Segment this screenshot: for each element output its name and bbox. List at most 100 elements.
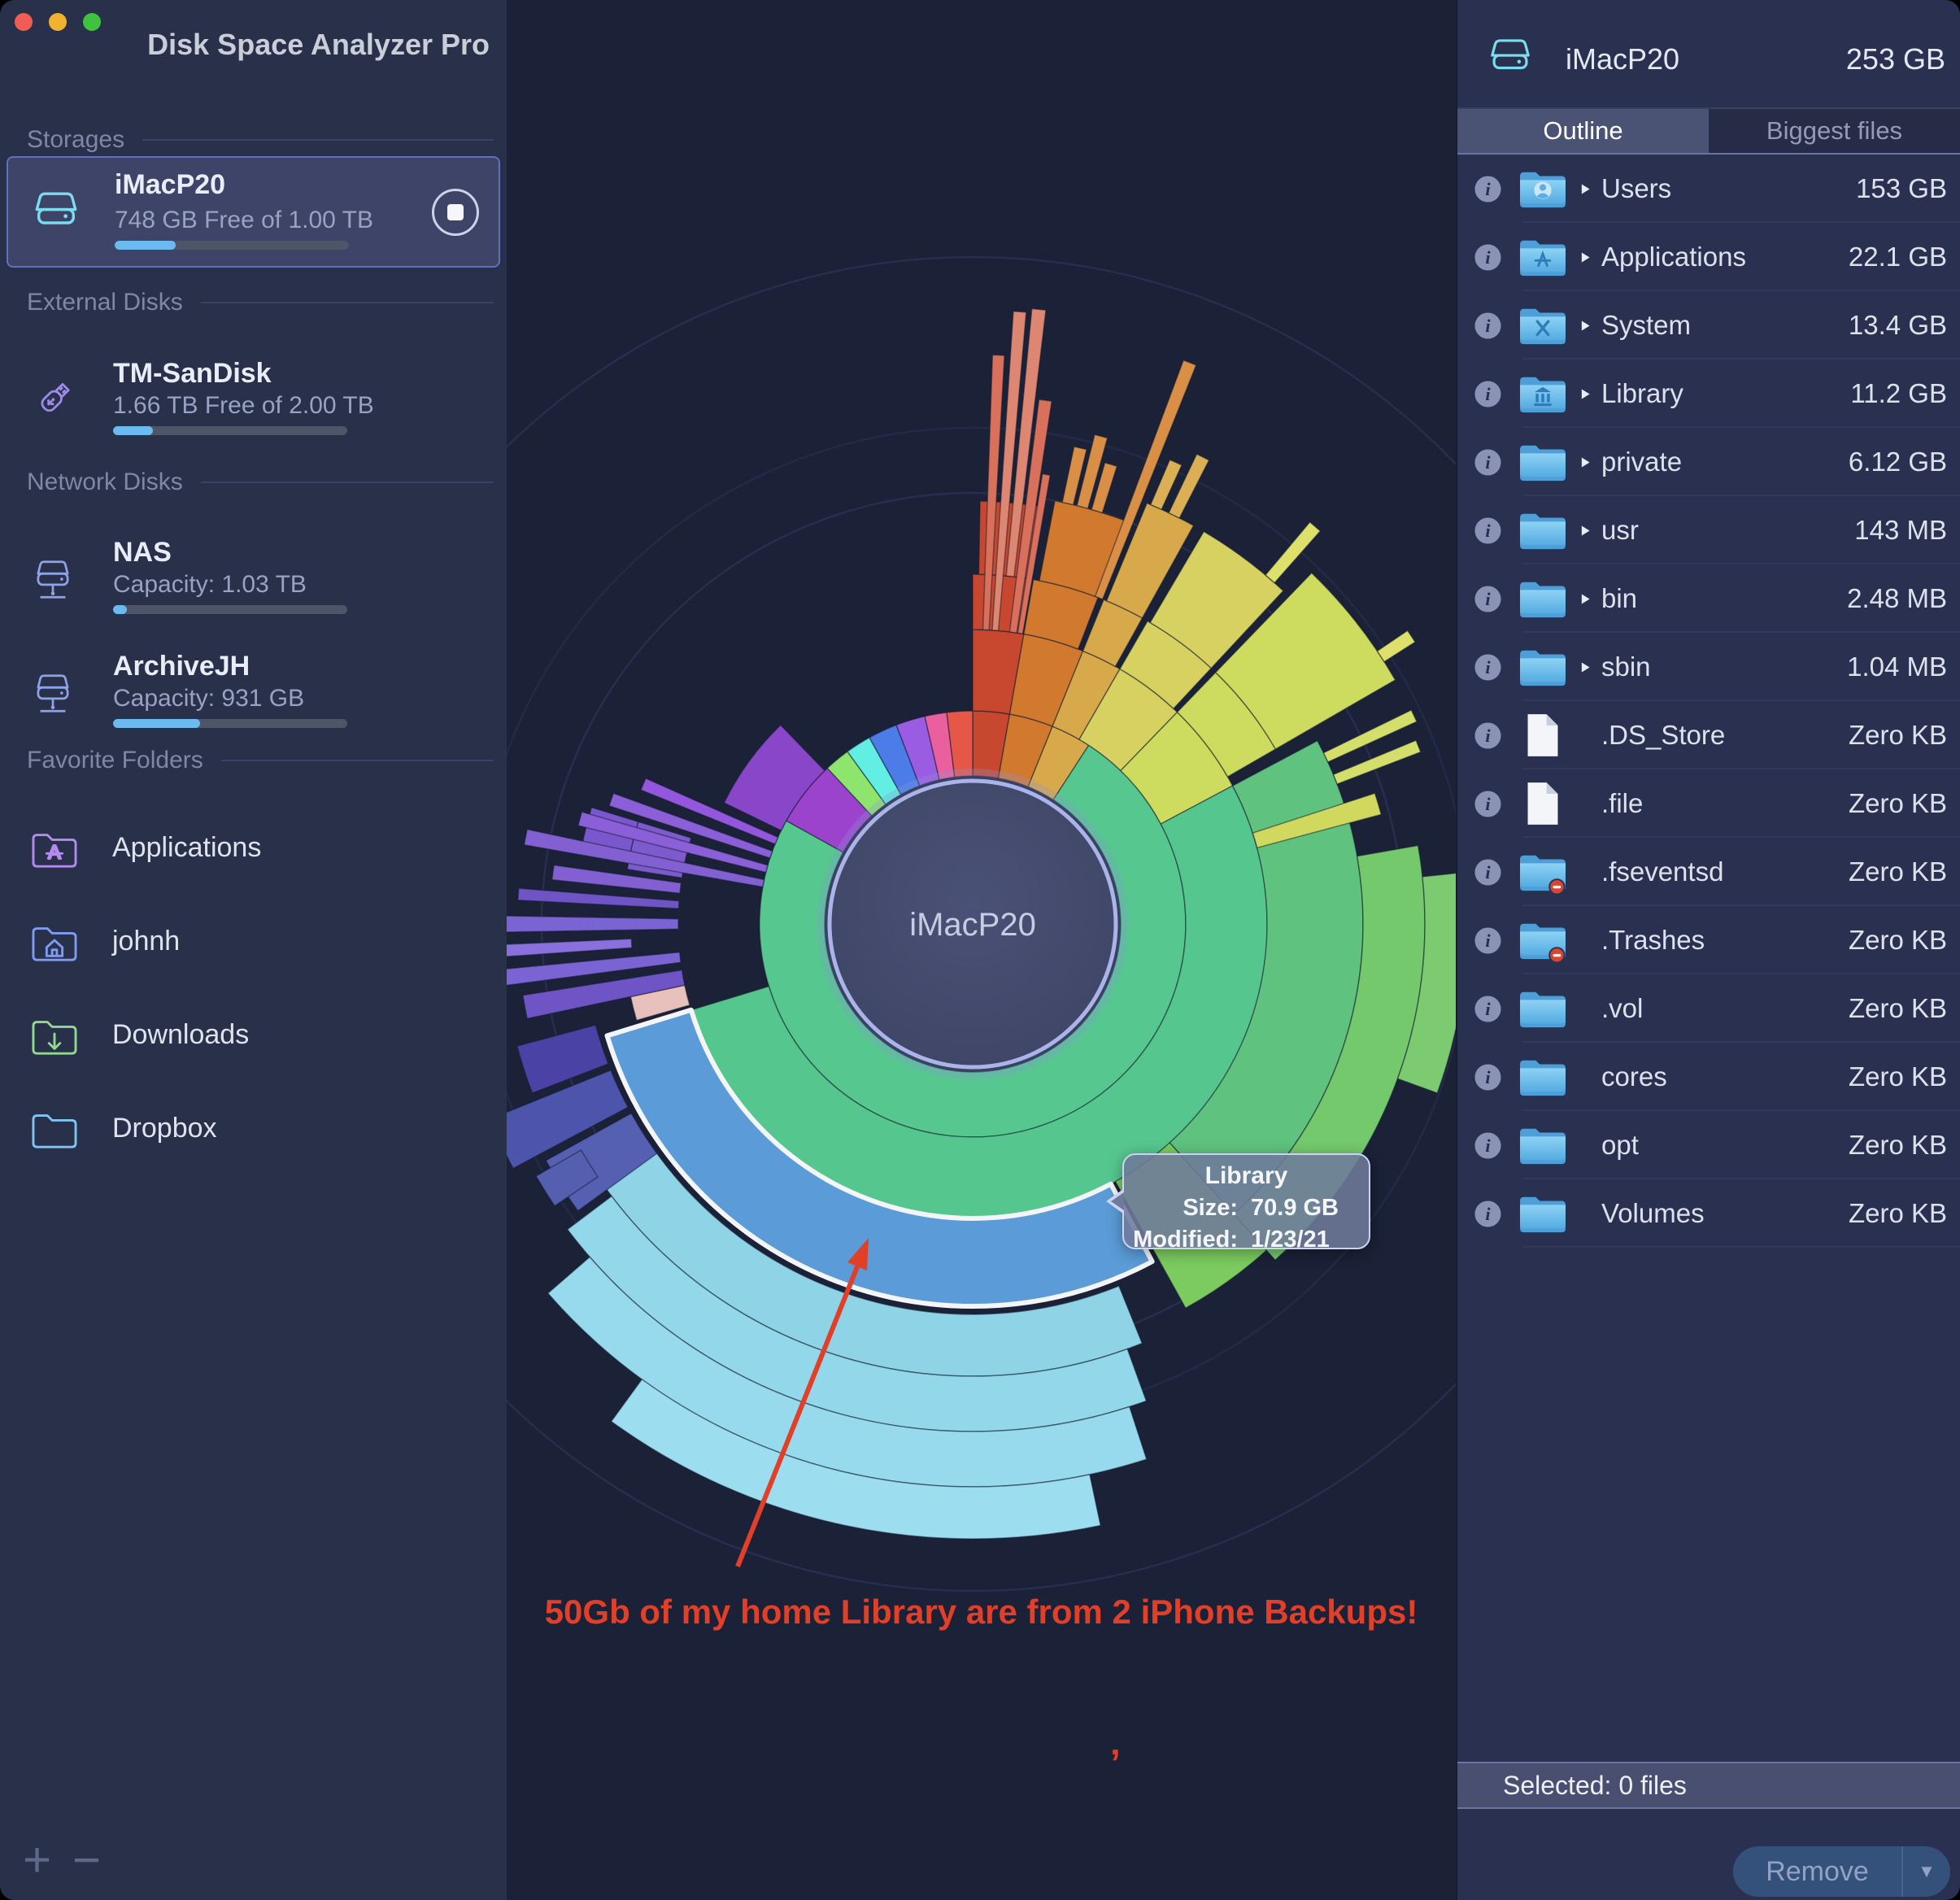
sunburst-segment[interactable]: [507, 938, 633, 964]
info-icon[interactable]: i: [1474, 995, 1502, 1023]
outline-row[interactable]: i System 13.4 GB: [1457, 291, 1960, 360]
disclosure-triangle-icon[interactable]: [1569, 320, 1601, 332]
outline-row[interactable]: i bin 2.48 MB: [1457, 564, 1960, 633]
sunburst-segment[interactable]: [1091, 461, 1118, 514]
sunburst-segment[interactable]: [523, 828, 765, 888]
info-icon[interactable]: i: [1474, 175, 1502, 203]
sunburst-segment[interactable]: [1017, 473, 1052, 635]
outline-row[interactable]: i Users 153 GB: [1457, 155, 1960, 223]
sunburst-segment[interactable]: [507, 951, 682, 992]
favorite-label: Downloads: [112, 1019, 250, 1050]
info-icon[interactable]: i: [1474, 1063, 1502, 1092]
favorite-item-dropbox[interactable]: Dropbox: [7, 1082, 500, 1175]
sunburst-segment[interactable]: [1149, 530, 1284, 669]
sunburst-segment[interactable]: [1214, 572, 1396, 751]
sunburst-segment[interactable]: [551, 864, 682, 895]
sunburst-segment[interactable]: [946, 710, 973, 778]
sunburst-segment[interactable]: [640, 778, 779, 845]
outline-row[interactable]: i Volumes Zero KB: [1457, 1179, 1960, 1248]
info-icon[interactable]: i: [1474, 653, 1502, 682]
outline-row[interactable]: i cores Zero KB: [1457, 1043, 1960, 1111]
sunburst-segment[interactable]: [1264, 521, 1322, 584]
info-icon[interactable]: i: [1474, 1131, 1502, 1160]
outline-row[interactable]: i Applications 22.1 GB: [1457, 223, 1960, 291]
sunburst-segment[interactable]: [577, 811, 769, 874]
info-icon[interactable]: i: [1474, 790, 1502, 818]
favorite-item-johnh[interactable]: johnh: [7, 895, 500, 988]
add-button[interactable]: +: [23, 1832, 52, 1887]
remove-button[interactable]: Remove ▼: [1733, 1846, 1950, 1897]
sunburst-segment[interactable]: [1252, 792, 1383, 849]
sunburst-segment[interactable]: [517, 887, 680, 909]
sunburst-segment[interactable]: [535, 1148, 599, 1207]
disk-item-imacp20[interactable]: iMacP20 748 GB Free of 1.00 TB: [7, 156, 500, 268]
sunburst-segment[interactable]: [608, 792, 773, 859]
sunburst-segment[interactable]: [516, 1024, 609, 1094]
info-icon[interactable]: i: [1474, 858, 1502, 887]
disclosure-triangle-icon[interactable]: [1569, 388, 1601, 400]
fullscreen-button[interactable]: [83, 13, 101, 31]
sunburst-chart[interactable]: iMacP20: [507, 0, 1456, 1900]
sunburst-segment[interactable]: [1105, 502, 1195, 619]
dropdown-arrow-icon[interactable]: ▼: [1918, 1861, 1936, 1881]
sunburst-highlight-library[interactable]: [604, 1007, 1155, 1310]
outline-row[interactable]: i .fseventsd Zero KB: [1457, 838, 1960, 906]
disk-item-archivejh[interactable]: ArchiveJH Capacity: 931 GB: [7, 643, 500, 748]
folder-users-icon: [1517, 166, 1569, 211]
outline-row[interactable]: i sbin 1.04 MB: [1457, 633, 1960, 701]
sunburst-segment[interactable]: [1149, 459, 1183, 511]
sunburst-segment[interactable]: [610, 1378, 1102, 1540]
sunburst-segment[interactable]: [507, 915, 679, 933]
disclosure-triangle-icon[interactable]: [1569, 251, 1601, 264]
outline-row[interactable]: i usr 143 MB: [1457, 496, 1960, 564]
sunburst-segment[interactable]: [1076, 434, 1108, 510]
sunburst-segment[interactable]: [982, 354, 1005, 631]
sunburst-segment[interactable]: [1322, 708, 1418, 763]
sunburst-segment[interactable]: [1005, 307, 1047, 577]
tab-biggest-files[interactable]: Biggest files: [1709, 109, 1960, 153]
outline-row[interactable]: i .Trashes Zero KB: [1457, 906, 1960, 974]
minimize-button[interactable]: [49, 13, 67, 31]
favorite-item-downloads[interactable]: Downloads: [7, 988, 500, 1082]
disk-item-nas[interactable]: NAS Capacity: 1.03 TB: [7, 529, 500, 634]
tab-outline[interactable]: Outline: [1457, 109, 1709, 153]
disclosure-triangle-icon[interactable]: [1569, 661, 1601, 673]
sunburst-center-circle[interactable]: [827, 778, 1118, 1070]
sunburst-segment[interactable]: [723, 724, 826, 832]
sunburst-segment[interactable]: [522, 969, 686, 1020]
disclosure-triangle-icon[interactable]: [1569, 183, 1601, 195]
outline-row[interactable]: i .vol Zero KB: [1457, 974, 1960, 1043]
sunburst-segment[interactable]: [1332, 739, 1422, 785]
info-icon[interactable]: i: [1474, 243, 1502, 272]
favorite-item-applications[interactable]: A Applications: [7, 801, 500, 895]
outline-row[interactable]: i private 6.12 GB: [1457, 428, 1960, 496]
disclosure-triangle-icon[interactable]: [1569, 593, 1601, 605]
sunburst-segment[interactable]: [1396, 872, 1457, 1094]
sunburst-segment[interactable]: [1376, 630, 1417, 663]
info-icon[interactable]: i: [1474, 448, 1502, 477]
outline-row[interactable]: i opt Zero KB: [1457, 1111, 1960, 1179]
info-icon[interactable]: i: [1474, 312, 1502, 340]
info-icon[interactable]: i: [1474, 1200, 1502, 1228]
disclosure-triangle-icon[interactable]: [1569, 525, 1601, 537]
info-icon[interactable]: i: [1474, 380, 1502, 408]
stop-scan-button[interactable]: [432, 188, 479, 236]
disk-item-tm-sandisk[interactable]: TM-SanDisk 1.66 TB Free of 2.00 TB: [7, 350, 500, 455]
sunburst-segment[interactable]: [1008, 399, 1053, 634]
sunburst-segment[interactable]: [1094, 359, 1197, 600]
outline-row[interactable]: i .file Zero KB: [1457, 769, 1960, 838]
sunburst-segment[interactable]: [991, 310, 1027, 632]
info-icon[interactable]: i: [1474, 585, 1502, 613]
outline-row[interactable]: i .DS_Store Zero KB: [1457, 701, 1960, 769]
disclosure-triangle-icon[interactable]: [1569, 456, 1601, 468]
info-icon[interactable]: i: [1474, 721, 1502, 750]
outline-row[interactable]: i Library 11.2 GB: [1457, 360, 1960, 428]
sunburst-segment[interactable]: [507, 1069, 629, 1170]
home-folder-icon: [29, 920, 80, 964]
sunburst-segment[interactable]: [1168, 453, 1210, 520]
close-button[interactable]: [15, 13, 33, 31]
info-icon[interactable]: i: [1474, 926, 1502, 955]
remove-item-button[interactable]: −: [72, 1832, 102, 1887]
info-icon[interactable]: i: [1474, 516, 1502, 545]
sunburst-segment[interactable]: [1061, 446, 1088, 506]
